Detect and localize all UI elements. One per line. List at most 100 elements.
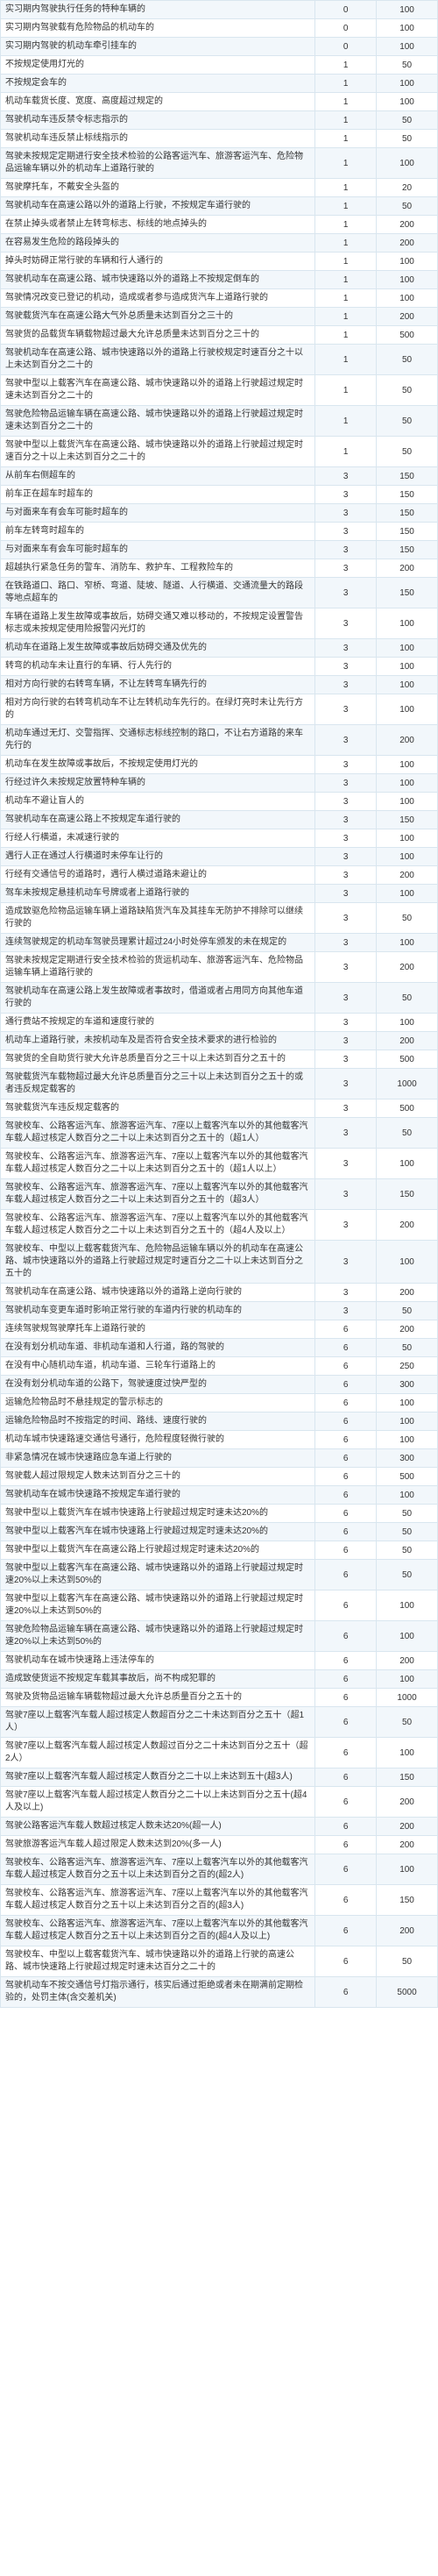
points-col: 3 [315,608,377,639]
violation-desc: 不按规定使用灯光的 [1,56,315,75]
points-col: 6 [315,1486,377,1505]
fine-col: 100 [377,1431,438,1449]
table-row: 驾驶情况改变已登记的机动，造成或者参与造成货汽车上道路行驶的1100 [1,289,438,308]
table-row: 连续驾驶规驾驶摩托车上道路行驶的6200 [1,1320,438,1339]
violation-desc: 前车左转弯时超车的 [1,523,315,541]
violation-desc: 从前车右侧超车的 [1,467,315,486]
violation-desc: 驾驶中型以上载客汽车在高速公路、城市快速路以外的道路上行驶超过规定时速20%以上… [1,1590,315,1621]
table-row: 行经有交通信号的道路时，遇行人横过道路未避让的3200 [1,866,438,885]
table-row: 机动车城市快速路速交通信号通行，危险程度轻微行驶的6100 [1,1431,438,1449]
table-row: 不按规定会车的1100 [1,75,438,93]
points-col: 6 [315,1394,377,1413]
table-row: 驾驶及货物品运输车辆载物超过最大允许总质量百分之五十的61000 [1,1689,438,1707]
points-col: 3 [315,848,377,866]
fine-col: 250 [377,1357,438,1376]
fine-col: 50 [377,1523,438,1541]
table-row: 驾驶机动车违反禁令标志指示的150 [1,111,438,130]
violation-desc: 驾驶校车、公路客运汽车、旅游客运汽车、7座以上载客汽车以外的其他载客汽车载人超过… [1,1885,315,1916]
violation-desc: 驾驶机动车在高速公路、城市快速路以外的道路上不按规定倒车的 [1,271,315,289]
fine-col: 100 [377,1670,438,1689]
points-col: 3 [315,725,377,756]
points-col: 6 [315,1885,377,1916]
fine-col: 1000 [377,1069,438,1099]
violation-desc: 驾驶中型以上载货汽车在城市快速路上行驶超过规定时速未达20%的 [1,1505,315,1523]
fine-col: 100 [377,793,438,811]
violation-desc: 运输危险物品时不悬挂规定的警示标志的 [1,1394,315,1413]
table-row: 行经过许久未按规定放置特种车辆的3100 [1,774,438,793]
table-row: 驾驶机动车在高速公路上不按规定车道行驶的3150 [1,811,438,829]
table-row: 驾驶机动车在城市快速路不按规定车道行驶的6100 [1,1486,438,1505]
points-col: 6 [315,1689,377,1707]
points-col: 3 [315,467,377,486]
points-col: 0 [315,1,377,19]
table-row: 驾驶载货汽车在高速公路大气外总质量未达到百分之三十的1200 [1,308,438,326]
violation-desc: 驾驶中型以上载客汽车在高速公路、城市快速路以外的道路上行驶超过规定时速20%以上… [1,1560,315,1590]
points-col: 0 [315,19,377,38]
violation-desc: 掉头时妨碍正常行驶的车辆和行人通行的 [1,253,315,271]
points-col: 3 [315,811,377,829]
table-row: 机动车在道路上发生故障或事故后妨碍交通及优先的3100 [1,639,438,658]
fine-col: 150 [377,467,438,486]
violation-desc: 驾驶载人超过限规定人数未达到百分之三十的 [1,1468,315,1486]
fine-col: 200 [377,866,438,885]
violation-desc: 驾驶7座以上载客汽车载人超过核定人数百分之二十以上未达到五十(超3人) [1,1768,315,1787]
table-row: 驾驶摩托车，不戴安全头盔的120 [1,179,438,197]
violation-desc: 在铁路道口、路口、窄桥、弯道、陡坡、隧道、人行横道、交通流量大的路段等地点超车的 [1,578,315,608]
fine-col: 200 [377,308,438,326]
table-row: 在容易发生危险的路段掉头的1200 [1,234,438,253]
points-col: 1 [315,130,377,148]
violation-desc: 驾驶校车、公路客运汽车、旅游客运汽车、7座以上载客汽车以外的其他载客汽车载人超过… [1,1916,315,1946]
violation-desc: 驾驶旅游客运汽车载人超过限定人数未达到20%(多一人) [1,1836,315,1854]
fine-col: 500 [377,1099,438,1118]
table-row: 驾驶校车、公路客运汽车、旅游客运汽车、7座以上载客汽车以外的其他载客汽车载人超过… [1,1885,438,1916]
violation-desc: 驾驶机动车在高速公路上不按规定车道行驶的 [1,811,315,829]
points-col: 3 [315,1050,377,1069]
table-row: 驾驶危险物品运输车辆在高速公路、城市快速路以外的道路上行驶超过规定时速20%以上… [1,1621,438,1652]
table-row: 转弯的机动车未让直行的车辆、行人先行的3100 [1,658,438,676]
fine-col: 50 [377,406,438,437]
fine-col: 200 [377,1916,438,1946]
table-row: 遇行人正在通过人行横道时未停车让行的3100 [1,848,438,866]
violation-desc: 不按规定会车的 [1,75,315,93]
table-row: 造成致驱危险物品运输车辆上道路缺陷货汽车及其挂车无防护不排除可以继续行驶的350 [1,903,438,934]
violation-desc: 机动车不避让盲人的 [1,793,315,811]
violation-desc: 运输危险物品时不按指定的时间、路线、速度行驶的 [1,1413,315,1431]
table-row: 掉头时妨碍正常行驶的车辆和行人通行的1100 [1,253,438,271]
table-row: 驾驶货的全自助货行驶大允许总质量百分之三十以上未达到百分之五十的3500 [1,1050,438,1069]
fine-col: 50 [377,903,438,934]
fine-col: 1000 [377,1689,438,1707]
table-row: 驾驶载人超过限规定人数未达到百分之三十的6500 [1,1468,438,1486]
table-row: 驾驶校车、公路客运汽车、旅游客运汽车、7座以上载客汽车以外的其他载客汽车载人超过… [1,1118,438,1149]
violation-desc: 驾驶载货汽车载物超过最大允许总质量百分之三十以上未达到百分之五十的或者违反规定载… [1,1069,315,1099]
table-row: 驾驶校车、中型以上载客载货汽车、危险物品运输车辆以外的机动车在高速公路、城市快速… [1,1241,438,1284]
points-col: 3 [315,1032,377,1050]
points-col: 3 [315,1118,377,1149]
violation-desc: 驾驶机动车在高速公路上发生故障或者事故时，借道或者占用同方向其他车道行驶的 [1,983,315,1014]
points-col: 3 [315,885,377,903]
table-row: 驾驶校车、公路客运汽车、旅游客运汽车、7座以上载客汽车以外的其他载客汽车载人超过… [1,1149,438,1179]
fine-col: 200 [377,216,438,234]
table-row: 实习期内驾驶执行任务的特种车辆的0100 [1,1,438,19]
fine-col: 100 [377,1590,438,1621]
table-row: 驾驶7座以上载客汽车载人超过核定人数超过百分之二十未达到百分之五十（超2人）61… [1,1738,438,1768]
violation-desc: 机动车在道路上发生故障或事故后妨碍交通及优先的 [1,639,315,658]
fine-col: 100 [377,148,438,179]
table-row: 驾驶未按规定定期进行安全技术检验的公路客运汽车、旅游客运汽车、危险物品运输车辆以… [1,148,438,179]
table-row: 驾驶机动车在高速公路、城市快速路以外的道路上逆向行驶的3200 [1,1284,438,1302]
violation-desc: 驾驶机动车变更车道时影响正常行驶的车道内行驶的机动车的 [1,1302,315,1320]
violation-desc: 驾驶载货汽车在高速公路大气外总质量未达到百分之三十的 [1,308,315,326]
points-col: 3 [315,829,377,848]
fine-col: 50 [377,1946,438,1977]
fine-col: 100 [377,75,438,93]
fine-col: 100 [377,676,438,694]
points-col: 3 [315,866,377,885]
violation-desc: 驾驶未按规定定期进行安全技术检验的公路客运汽车、旅游客运汽车、危险物品运输车辆以… [1,148,315,179]
fine-col: 200 [377,1284,438,1302]
fine-col: 100 [377,1394,438,1413]
violation-desc: 驾驶校车、中型以上载客载货汽车、危险物品运输车辆以外的机动车在高速公路、城市快速… [1,1241,315,1284]
violation-desc: 驾驶机动车不按交通信号灯指示通行，核实后通过拒绝或者未在期满前定期检验的，处罚主… [1,1977,315,2008]
fine-col: 500 [377,1468,438,1486]
table-row: 通行费站不按规定的车道和速度行驶的3100 [1,1014,438,1032]
table-row: 实习期内驾驶的机动车牵引挂车的0100 [1,38,438,56]
table-row: 连续驾驶规定的机动车驾驶员理累计超过24小时处停车颁发的未在规定的3100 [1,934,438,952]
